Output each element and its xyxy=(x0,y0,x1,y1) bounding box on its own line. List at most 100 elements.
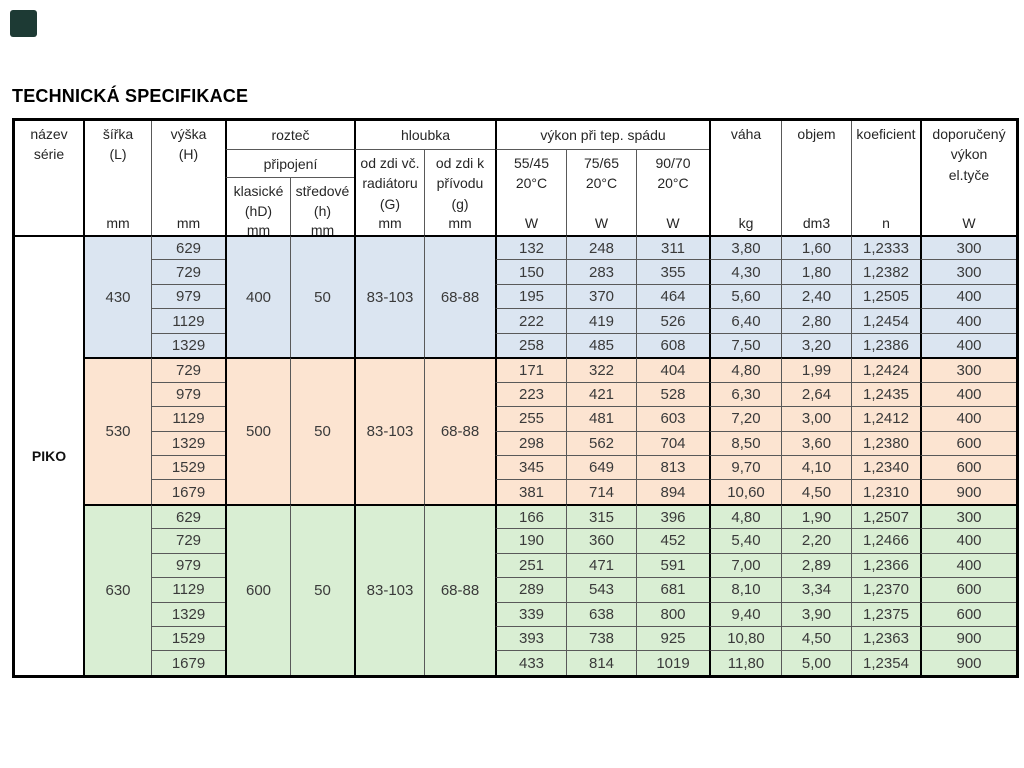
cell-doporuceny-vykon: 900 xyxy=(920,626,1016,651)
cell-vyska: 1529 xyxy=(151,626,225,651)
cell-vyska: 629 xyxy=(151,503,225,529)
cell-vyska: 1129 xyxy=(151,577,225,602)
cell-vykon-9070: 591 xyxy=(636,552,709,578)
cell-doporuceny-vykon: 400 xyxy=(920,381,1016,407)
cell-vykon-9070: 925 xyxy=(636,626,709,651)
header-vyska: výška (H) mm xyxy=(151,121,225,235)
cell-vykon-7565: 421 xyxy=(566,381,636,407)
cell-vykon-5545: 345 xyxy=(495,454,566,480)
cell-doporuceny-vykon: 600 xyxy=(920,430,1016,455)
cell-vyska: 1529 xyxy=(151,454,225,480)
cell-vykon-5545: 339 xyxy=(495,601,566,626)
cell-doporuceny-vykon: 400 xyxy=(920,406,1016,431)
cell-koeficient: 1,2466 xyxy=(851,528,920,553)
cell-vyska: 979 xyxy=(151,552,225,578)
header-spad-90-70: 90/70 20°C W xyxy=(636,149,709,235)
cell-koeficient: 1,2507 xyxy=(851,503,920,529)
header-doporuceny-vykon-unit: W xyxy=(962,215,976,232)
cell-vykon-5545: 222 xyxy=(495,308,566,333)
header-vaha: váha kg xyxy=(709,121,781,235)
page-title: TECHNICKÁ SPECIFIKACE xyxy=(12,86,249,106)
cell-vykon-5545: 223 xyxy=(495,381,566,407)
cell-objem: 2,20 xyxy=(781,528,851,553)
header-objem: objem dm3 xyxy=(781,121,851,235)
cell-doporuceny-vykon: 600 xyxy=(920,577,1016,602)
cell-vykon-5545: 393 xyxy=(495,626,566,651)
cell-doporuceny-vykon: 400 xyxy=(920,308,1016,333)
cell-doporuceny-vykon: 400 xyxy=(920,332,1016,358)
header-stredove-unit: mm xyxy=(310,221,335,235)
cell-vykon-5545: 195 xyxy=(495,283,566,309)
cell-vykon-9070: 608 xyxy=(636,332,709,358)
cell-vaha: 7,20 xyxy=(709,406,781,431)
cell-hloubka-g: 83-103 xyxy=(354,235,424,358)
cell-vykon-7565: 419 xyxy=(566,308,636,333)
cell-vyska: 729 xyxy=(151,357,225,382)
cell-vaha: 6,40 xyxy=(709,308,781,333)
cell-vyska: 1129 xyxy=(151,406,225,431)
header-od-zdi-vc-label: od zdi vč. radiátoru (G) xyxy=(360,155,420,212)
cell-objem: 4,10 xyxy=(781,454,851,480)
cell-koeficient: 1,2505 xyxy=(851,283,920,309)
cell-objem: 1,80 xyxy=(781,259,851,284)
cell-vykon-7565: 322 xyxy=(566,357,636,382)
cell-vaha: 3,80 xyxy=(709,235,781,260)
cell-koeficient: 1,2380 xyxy=(851,430,920,455)
cell-vykon-5545: 150 xyxy=(495,259,566,284)
cell-sirka: 530 xyxy=(83,357,151,504)
cell-vyska: 1329 xyxy=(151,601,225,626)
header-sirka: šířka (L) mm xyxy=(83,121,151,235)
header-objem-label: objem xyxy=(797,126,836,142)
cell-hloubka-g: 83-103 xyxy=(354,357,424,504)
cell-koeficient: 1,2363 xyxy=(851,626,920,651)
cell-vykon-5545: 381 xyxy=(495,479,566,504)
cell-hloubka-g2: 68-88 xyxy=(424,503,495,675)
cell-objem: 2,80 xyxy=(781,308,851,333)
header-spad-75-65-label: 75/65 20°C xyxy=(583,155,620,192)
header-nazev-serie: název série xyxy=(30,126,68,163)
cell-vykon-5545: 171 xyxy=(495,357,566,382)
cell-roztec-stredove: 50 xyxy=(290,503,354,675)
cell-vykon-9070: 681 xyxy=(636,577,709,602)
cell-vykon-9070: 404 xyxy=(636,357,709,382)
cell-koeficient: 1,2412 xyxy=(851,406,920,431)
cell-vykon-9070: 894 xyxy=(636,479,709,504)
cell-vaha: 10,80 xyxy=(709,626,781,651)
cell-vykon-7565: 562 xyxy=(566,430,636,455)
cell-objem: 1,90 xyxy=(781,503,851,529)
cell-vaha: 9,70 xyxy=(709,454,781,480)
cell-vykon-9070: 526 xyxy=(636,308,709,333)
cell-objem: 3,00 xyxy=(781,406,851,431)
header-stredove: středové (h) mm xyxy=(290,177,354,235)
cell-hloubka-g2: 68-88 xyxy=(424,235,495,358)
cell-vykon-7565: 248 xyxy=(566,235,636,260)
header-roztec: rozteč xyxy=(225,121,354,149)
cell-koeficient: 1,2333 xyxy=(851,235,920,260)
header-sirka-label: šířka (L) xyxy=(102,126,134,163)
cell-vaha: 7,50 xyxy=(709,332,781,358)
cell-doporuceny-vykon: 900 xyxy=(920,479,1016,504)
header-spad-75-65: 75/65 20°C W xyxy=(566,149,636,235)
header-vyska-label: výška (H) xyxy=(170,126,207,163)
cell-vykon-7565: 714 xyxy=(566,479,636,504)
cell-objem: 2,40 xyxy=(781,283,851,309)
header-vyska-unit: mm xyxy=(176,215,201,232)
cell-vaha: 4,30 xyxy=(709,259,781,284)
cell-vyska: 1129 xyxy=(151,308,225,333)
header-od-zdi-vc: od zdi vč. radiátoru (G) mm xyxy=(354,149,424,235)
cell-vykon-5545: 132 xyxy=(495,235,566,260)
cell-vykon-9070: 1019 xyxy=(636,650,709,675)
cell-vykon-7565: 543 xyxy=(566,577,636,602)
header-spad-55-45-label: 55/45 20°C xyxy=(513,155,550,192)
cell-objem: 3,34 xyxy=(781,577,851,602)
cell-vykon-9070: 528 xyxy=(636,381,709,407)
spec-table: název série šířka (L) mm výška (H) mm ro… xyxy=(12,118,1019,678)
header-vaha-label: váha xyxy=(730,126,762,142)
cell-roztec-klasicke: 400 xyxy=(225,235,290,358)
cell-objem: 5,00 xyxy=(781,650,851,675)
cell-vaha: 5,40 xyxy=(709,528,781,553)
cell-objem: 4,50 xyxy=(781,626,851,651)
cell-doporuceny-vykon: 600 xyxy=(920,454,1016,480)
cell-koeficient: 1,2354 xyxy=(851,650,920,675)
header-spad-55-45: 55/45 20°C W xyxy=(495,149,566,235)
